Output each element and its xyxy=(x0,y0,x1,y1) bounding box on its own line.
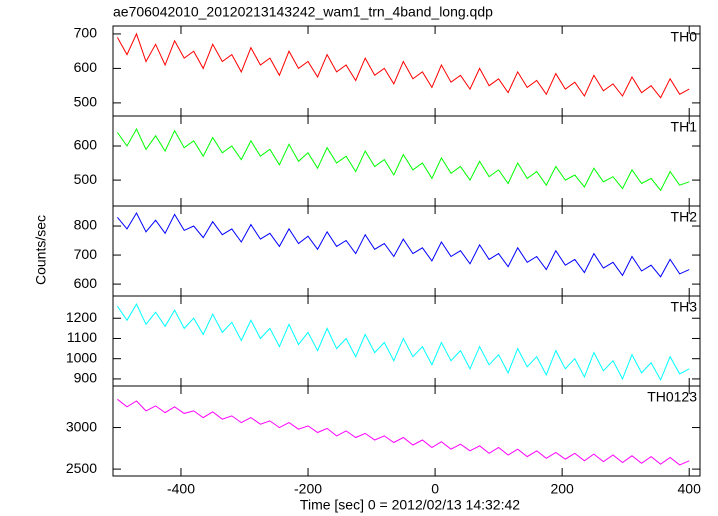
y-axis-label: Counts/sec xyxy=(33,215,49,285)
legend-label: TH0 xyxy=(671,29,698,45)
y-tick-label: 500 xyxy=(74,171,98,187)
series-line xyxy=(117,398,690,466)
legend-label: TH0123 xyxy=(647,389,697,405)
y-tick-label: 700 xyxy=(74,246,98,262)
chart-title: ae706042010_20120213143242_wam1_trn_4ban… xyxy=(113,4,493,20)
y-tick-label: 3000 xyxy=(66,418,97,434)
series-line xyxy=(116,32,690,99)
y-tick-label: 1100 xyxy=(67,329,97,345)
x-tick-label: -400 xyxy=(167,481,195,497)
y-tick-label: 2500 xyxy=(66,460,97,476)
legend-label: TH2 xyxy=(671,209,698,225)
x-tick-label: 400 xyxy=(678,481,702,497)
y-tick-label: 800 xyxy=(74,217,98,233)
y-tick-label: 600 xyxy=(74,59,98,75)
series-line xyxy=(116,127,690,192)
y-tick-label: 600 xyxy=(74,275,98,291)
series-line xyxy=(116,303,690,382)
panel-frame xyxy=(112,295,701,387)
x-tick-label: 200 xyxy=(550,481,574,497)
y-tick-label: 500 xyxy=(74,94,98,110)
x-axis-label: Time [sec] 0 = 2012/02/13 14:32:42 xyxy=(300,497,520,513)
x-tick-label: -200 xyxy=(294,481,322,497)
y-tick-label: 600 xyxy=(74,137,98,153)
y-tick-label: 900 xyxy=(74,370,98,386)
y-tick-label: 1000 xyxy=(66,349,97,365)
y-tick-label: 700 xyxy=(74,25,98,41)
panel-frame xyxy=(112,25,701,117)
panel-frame xyxy=(112,115,701,207)
series-line xyxy=(117,211,690,278)
legend-label: TH1 xyxy=(671,119,698,135)
y-tick-label: 1200 xyxy=(66,309,97,325)
panel-frame xyxy=(112,385,701,477)
panel-frame xyxy=(112,205,701,297)
x-tick-label: 0 xyxy=(431,481,439,497)
legend-label: TH3 xyxy=(671,299,698,315)
